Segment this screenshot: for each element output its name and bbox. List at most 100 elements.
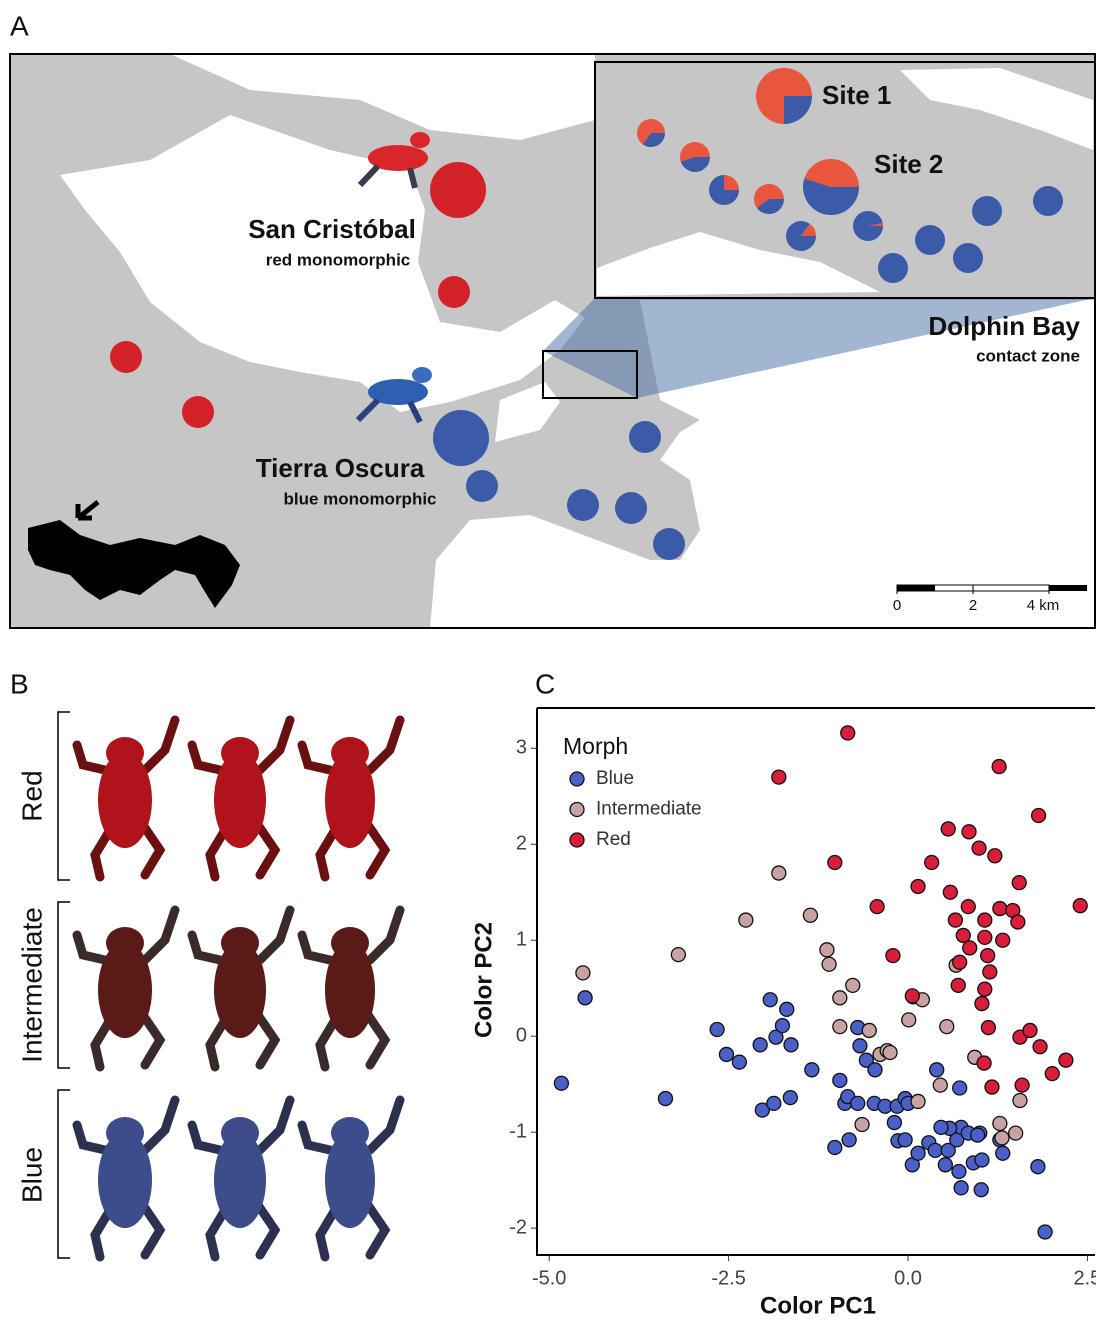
point [658,1092,672,1106]
legend-marker [570,772,584,786]
point [951,978,965,992]
x-tick-label: -5.0 [532,1267,566,1289]
legend-title: Morph [563,733,628,759]
frog [77,1100,175,1257]
point [993,902,1007,916]
frog [192,1100,290,1257]
map-label: Tierra Oscura [256,453,425,483]
point [851,1096,865,1110]
point [925,856,939,870]
point [886,949,900,963]
point [972,841,986,855]
point [842,1133,856,1147]
point [977,1056,991,1070]
point [934,1120,948,1134]
point [963,941,977,955]
point [1023,1023,1037,1037]
point [911,1146,925,1160]
legend-marker [570,833,584,847]
pie-slice [653,528,685,560]
point [975,997,989,1011]
legend-label: Blue [596,768,634,789]
point [971,1128,985,1142]
point [855,1117,869,1131]
pie-slice [110,341,142,373]
panel-label: B [10,668,29,699]
point [803,908,817,922]
scale-label: 2 [969,597,977,614]
legend-label: Intermediate [596,799,702,820]
point [940,1020,954,1034]
x-tick-label: 2.5 [1074,1267,1096,1289]
point [805,1063,819,1077]
y-tick-label: 2 [516,833,527,855]
scale-bar [1049,585,1087,591]
scale-bar [897,585,935,591]
pie-slice [1033,186,1063,216]
y-tick-label: 0 [516,1024,527,1046]
map-sublabel: red monomorphic [266,250,411,269]
y-tick-label: -2 [509,1216,527,1238]
point [822,957,836,971]
pie-slice [466,470,498,502]
pie-slice [953,243,983,273]
y-tick-label: -1 [509,1120,527,1142]
point [983,965,997,979]
point [996,933,1010,947]
point [775,1019,789,1033]
pie-slice [438,276,470,308]
point [962,825,976,839]
frog-photos [77,720,400,1257]
point [954,1181,968,1195]
point [902,1013,916,1027]
point [828,1141,842,1155]
frog-head [331,927,369,959]
point [978,913,992,927]
point [772,770,786,784]
pie-slice [972,196,1002,226]
morph-label: Blue [16,1147,47,1203]
point [719,1047,733,1061]
point [671,948,685,962]
pie-slice [433,410,489,466]
point [948,913,962,927]
point [1015,1078,1029,1092]
point [1033,1040,1047,1054]
point [1038,1225,1052,1239]
point [938,1158,952,1172]
point [554,1076,568,1090]
point [710,1022,724,1036]
frog-head [106,1117,144,1149]
point [784,1038,798,1052]
plot-frame [537,708,1095,1255]
panel-label: C [535,668,555,699]
x-tick-label: -2.5 [711,1267,745,1289]
frog [77,720,175,877]
point [732,1055,746,1069]
point [1009,1126,1023,1140]
site-label: Site 2 [874,149,943,179]
map-sublabel: contact zone [976,346,1080,365]
x-tick-label: 0.0 [894,1267,922,1289]
point [930,1063,944,1077]
frog [302,910,400,1067]
point [1031,1160,1045,1174]
frog [192,720,290,877]
point [853,1039,867,1053]
point [898,1133,912,1147]
point [1059,1053,1073,1067]
point [933,1078,947,1092]
point [974,1183,988,1197]
point [992,760,1006,774]
point [981,949,995,963]
point [887,1116,901,1130]
frog [302,1100,400,1257]
point [981,1021,995,1035]
point [841,726,855,740]
y-tick-label: 1 [516,929,527,951]
point [739,913,753,927]
point [780,1002,794,1016]
point [928,1143,942,1157]
point [911,1094,925,1108]
point [995,1131,1009,1145]
